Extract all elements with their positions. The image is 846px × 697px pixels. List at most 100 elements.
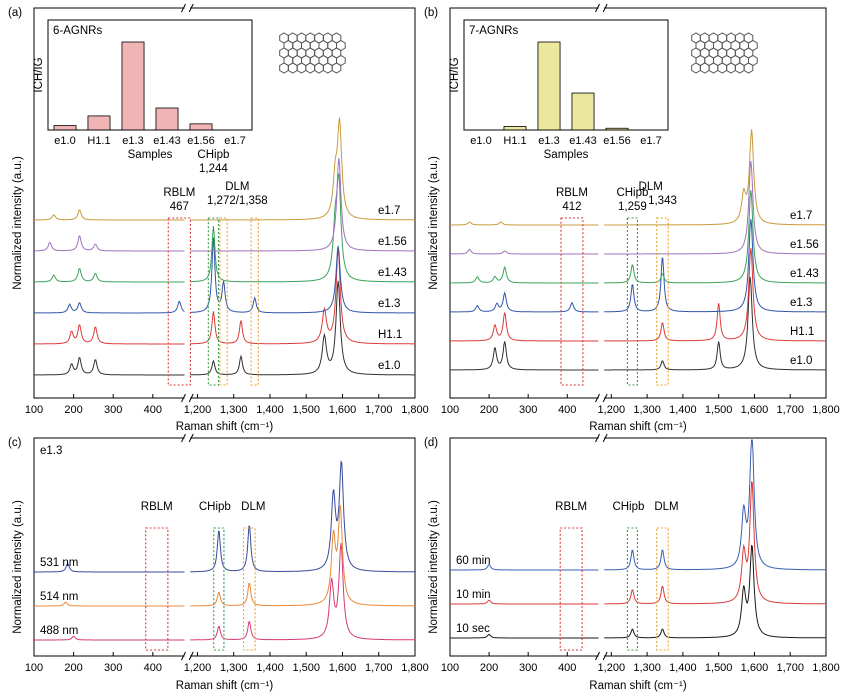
series-line-right-e1.3 (604, 218, 826, 313)
axis-break-mark (181, 651, 186, 661)
y-axis-label: Normalized intensity (a.u.) (428, 156, 440, 290)
x-tick-label: 300 (519, 662, 537, 674)
axis-break-mark (188, 393, 194, 403)
x-axis-label: Raman shift (cm⁻¹) (176, 680, 274, 692)
series-line-left-514-nm (34, 601, 185, 607)
series-label: e1.3 (790, 297, 812, 309)
x-tick-label: 1,400 (256, 404, 284, 416)
series-line-left-H1.1 (450, 312, 599, 342)
chipb-box (213, 527, 225, 651)
series-line-left-488-nm (34, 635, 185, 641)
x-tick-label: 100 (25, 662, 43, 674)
series-line-left-e1.56 (449, 248, 599, 255)
series-label: 488 nm (40, 625, 78, 637)
hex-cell (717, 62, 728, 74)
plot-frame (33, 437, 416, 657)
panel-letter: (c) (8, 437, 22, 449)
x-tick-label: 1,500 (292, 404, 320, 416)
annotation-chipb: CHipb (199, 501, 231, 513)
axis-break-mark (595, 433, 600, 443)
inset-bar (87, 115, 111, 131)
axis-break-gap (184, 653, 191, 659)
series-line-left-e1.43 (34, 268, 185, 283)
inset-category-label: e1.56 (187, 135, 215, 147)
panel-a: (a) 100 200 300 400 1,200 1,300 1,400 1,500 1,600… (8, 3, 429, 433)
inset-category-label: e1.0 (54, 135, 75, 147)
inset-bar (155, 107, 179, 131)
series-line-left-e1.3 (450, 291, 599, 313)
rblm-box (559, 527, 583, 651)
axis-break-mark (181, 433, 186, 443)
annotation-dlm-value: 1,272/1,358 (207, 195, 268, 207)
x-tick-label: 1,200 (184, 404, 212, 416)
inset-bar-chart: 6-AGNRs e1.0 H1.1 e1.3 e1.43 e1.56 e1.7 Samples… (33, 19, 253, 161)
dlm-box (219, 217, 228, 386)
annotation-dlm: DLM (639, 181, 663, 193)
inset-category-label: e1.56 (603, 135, 631, 147)
panel-letter: (d) (424, 437, 438, 449)
x-tick-label: 1,400 (669, 404, 697, 416)
x-tick-label: 200 (480, 404, 498, 416)
hex-cell (699, 62, 710, 74)
inset-x-label: Samples (128, 149, 173, 161)
axis-break-gap (184, 435, 191, 441)
x-tick-label: 400 (558, 404, 576, 416)
axis-break-mark (595, 651, 600, 661)
x-tick-label: 1,600 (329, 662, 357, 674)
hex-cell (691, 62, 701, 74)
x-tick-label: 1,500 (292, 662, 320, 674)
dlm-box (656, 217, 669, 386)
x-tick-label: 1,700 (776, 404, 804, 416)
series-label: e1.3 (378, 298, 400, 310)
series-line-right-488-nm (190, 543, 415, 641)
hex-cell (322, 62, 333, 74)
hex-cell (305, 62, 316, 74)
axis-break-gap (184, 395, 191, 401)
series-line-left-531-nm (34, 563, 185, 573)
series-line-right-514-nm (190, 505, 415, 607)
inset-bar (605, 127, 629, 131)
series-line-right-e1.7 (604, 129, 826, 226)
series-label: e1.7 (790, 210, 812, 222)
rblm-box (560, 217, 584, 386)
hex-cell (296, 62, 307, 74)
annotation-dlm: DLM (241, 501, 265, 513)
hex-cell (287, 62, 298, 74)
panel-letter: (b) (424, 7, 438, 19)
x-tick-label: 1,400 (256, 662, 284, 674)
x-tick-label: 1,800 (401, 662, 429, 674)
axis-break-gap (598, 435, 605, 441)
series-line-right-e1.0 (604, 276, 826, 371)
series-line-right-e1.43 (190, 173, 415, 283)
axis-break-gap (598, 653, 605, 659)
x-tick-label: 100 (25, 404, 43, 416)
y-axis-label: Normalized intensity (a.u.) (12, 156, 24, 290)
series-line-right-10-sec (604, 544, 826, 639)
inset-bar (121, 41, 145, 131)
inset-category-label: e1.0 (470, 135, 491, 147)
axis-break-mark (602, 3, 608, 13)
inset-category-label: e1.43 (569, 135, 597, 147)
x-tick-label: 400 (144, 404, 162, 416)
plot-frame (449, 7, 827, 399)
x-tick-label: 200 (64, 662, 82, 674)
hex-cell (708, 62, 719, 74)
series-label: e1.0 (378, 360, 400, 372)
annotation-rblm-value: 412 (562, 201, 581, 213)
series-line-left-e1.7 (450, 221, 599, 226)
inset-bar (53, 125, 77, 131)
inset-category-label: H1.1 (87, 135, 110, 147)
inset-title: 7-AGNRs (469, 25, 518, 37)
inset-category-label: H1.1 (503, 135, 526, 147)
inset-category-label: e1.7 (224, 135, 245, 147)
x-tick-label: 100 (441, 404, 459, 416)
x-tick-label: 200 (64, 404, 82, 416)
inset-frame (463, 19, 669, 131)
x-tick-label: 1,800 (401, 404, 429, 416)
hex-cell (314, 62, 324, 74)
x-tick-label: 1,600 (741, 662, 769, 674)
annotation-dlm-value: 1,343 (648, 195, 677, 207)
inset-bar (537, 41, 561, 131)
dlm-box (656, 527, 669, 651)
